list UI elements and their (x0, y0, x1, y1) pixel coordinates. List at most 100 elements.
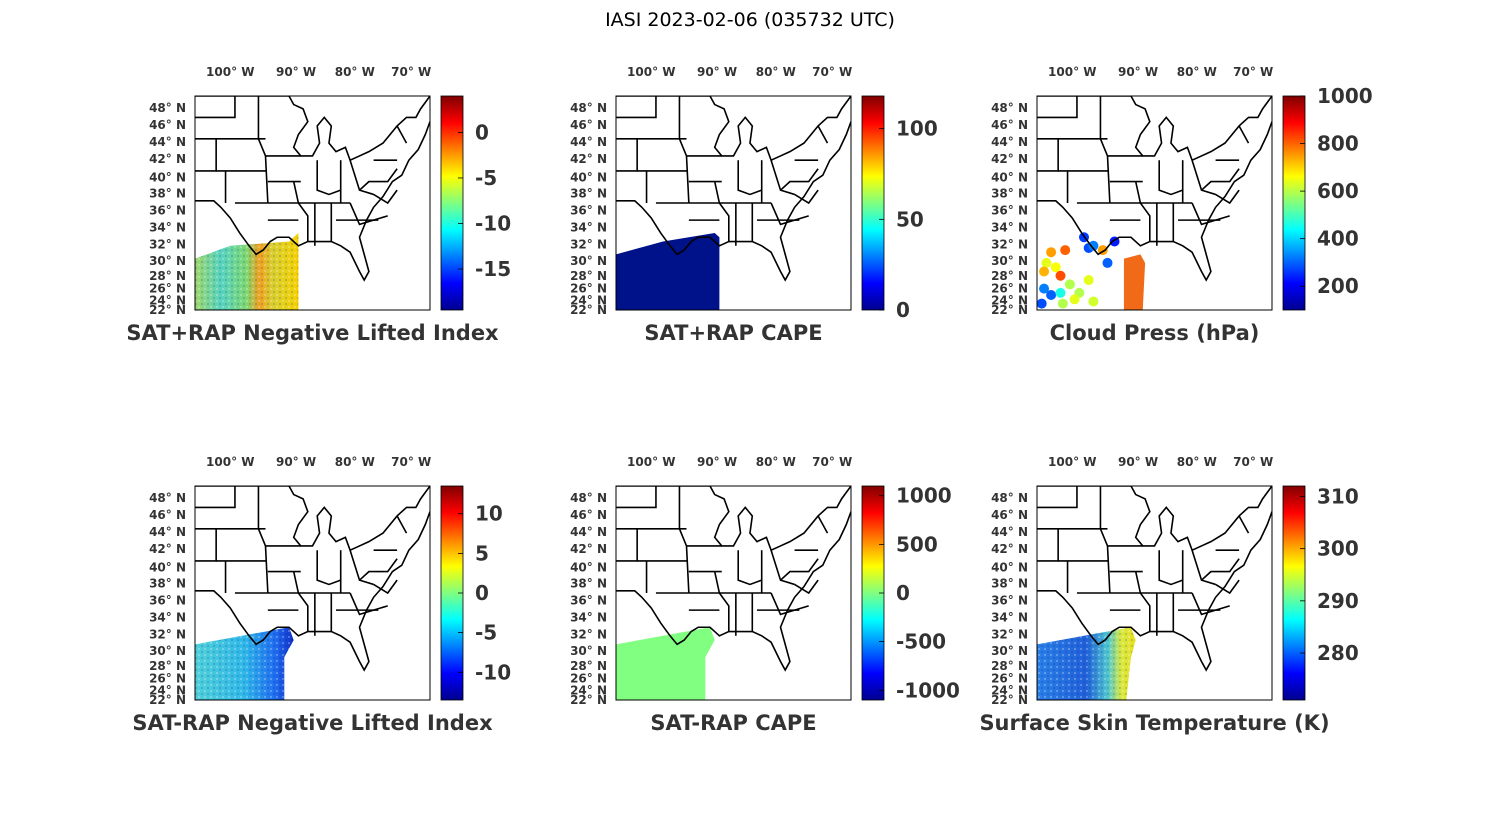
lat-tick-label: 44° N (570, 135, 607, 149)
state-boundary (195, 511, 430, 672)
data-layer (1037, 486, 1272, 700)
cloud-dot (1055, 270, 1066, 281)
state-boundary (616, 96, 657, 119)
lat-tick-label: 28° N (991, 659, 1028, 673)
lon-tick-label: 80° W (1177, 65, 1217, 79)
lat-tick-label: 22° N (991, 303, 1028, 317)
state-boundary (779, 168, 819, 191)
colorbar-tick-label: 50 (896, 207, 924, 231)
colorbar-tick-label: 300 (1317, 537, 1359, 561)
figure-title: IASI 2023-02-06 (035732 UTC) (605, 9, 895, 31)
panel-label: SAT-RAP CAPE (650, 711, 816, 735)
colorbar-tick-label: 600 (1317, 179, 1359, 203)
state-boundary (195, 96, 236, 119)
state-boundary (1037, 511, 1272, 672)
lon-tick-label: 70° W (812, 455, 852, 469)
colorbar-tick-label: 0 (475, 581, 489, 605)
state-boundary (358, 168, 398, 191)
lat-tick-label: 48° N (149, 101, 186, 115)
lat-tick-label: 46° N (991, 508, 1028, 522)
colorbar-tick-label: 800 (1317, 132, 1359, 156)
lat-tick-label: 48° N (149, 491, 186, 505)
lat-tick-label: 22° N (991, 693, 1028, 707)
state-boundary (779, 558, 819, 581)
cloud-dot (1088, 240, 1099, 251)
lat-tick-label: 38° N (991, 576, 1028, 590)
state-boundary (292, 181, 309, 242)
panel-skin-temp: 100° W 90° W 80° W 70° W 48° N 46° N 44° N 42° … (979, 455, 1358, 735)
colorbar (861, 95, 885, 311)
panel-sat-rap-cape: 100° W 90° W 80° W 70° W 48° N 46° N 44° N 42° … (570, 65, 938, 345)
lat-tick-label: 30° N (991, 644, 1028, 658)
lat-tick-label: 46° N (149, 508, 186, 522)
lon-tick-label: 70° W (812, 65, 852, 79)
state-boundary (358, 558, 398, 581)
lat-tick-label: 42° N (570, 542, 607, 556)
lat-tick-label: 48° N (991, 101, 1028, 115)
lat-tick-label: 36° N (991, 593, 1028, 607)
state-boundary (1099, 96, 1111, 204)
lat-tick-label: 40° N (991, 560, 1028, 574)
state-boundary (616, 486, 657, 509)
lat-tick-label: 44° N (991, 525, 1028, 539)
lat-tick-label: 38° N (570, 186, 607, 200)
cloud-dot (1083, 275, 1094, 286)
state-boundary (1037, 96, 1078, 119)
panel-label: SAT-RAP Negative Lifted Index (132, 711, 493, 735)
lat-tick-label: 40° N (570, 170, 607, 184)
lat-tick-label: 34° N (149, 611, 186, 625)
lat-tick-label: 32° N (570, 628, 607, 642)
colorbar-tick-label: 1000 (1317, 84, 1373, 108)
cloud-dot (1041, 257, 1052, 268)
lon-tick-label: 80° W (335, 455, 375, 469)
lat-tick-label: 40° N (149, 560, 186, 574)
colorbar-tick-label: 310 (1317, 484, 1359, 508)
cloud-dot (1060, 245, 1071, 256)
lat-tick-label: 46° N (570, 508, 607, 522)
state-boundary (737, 160, 762, 196)
lat-tick-label: 40° N (149, 170, 186, 184)
state-boundary (257, 96, 269, 204)
state-boundary (678, 96, 690, 204)
state-boundary (1200, 558, 1240, 581)
panel-label: Surface Skin Temperature (K) (979, 711, 1329, 735)
colorbar-tick-label: 5 (475, 541, 489, 565)
state-boundary (1191, 202, 1230, 226)
lon-tick-label: 70° W (1233, 455, 1273, 469)
panel-sat-minus-rap-neg-li: 100° W 90° W 80° W 70° W 48° N 46° N 44° N 42° … (132, 455, 511, 735)
colorbar-tick-label: 0 (475, 120, 489, 144)
lat-tick-label: 44° N (149, 525, 186, 539)
lon-tick-label: 70° W (1233, 65, 1273, 79)
lat-tick-label: 38° N (991, 186, 1028, 200)
lon-tick-label: 90° W (276, 455, 316, 469)
lon-tick-label: 100° W (206, 455, 254, 469)
panel-label: Cloud Press (hPa) (1050, 321, 1260, 345)
lat-tick-label: 32° N (149, 628, 186, 642)
lon-tick-label: 100° W (1048, 65, 1096, 79)
lon-tick-label: 90° W (697, 65, 737, 79)
panel-label: SAT+RAP Negative Lifted Index (126, 321, 499, 345)
lat-tick-label: 36° N (570, 593, 607, 607)
lat-tick-label: 34° N (149, 221, 186, 235)
cloud-dot (1055, 287, 1066, 298)
colorbar-tick-label: -10 (475, 660, 511, 684)
lat-tick-label: 44° N (570, 525, 607, 539)
state-boundary (1158, 160, 1183, 196)
lat-tick-label: 26° N (570, 672, 607, 686)
swath-fill (616, 627, 715, 700)
lat-tick-label: 30° N (570, 254, 607, 268)
lat-tick-label: 42° N (149, 152, 186, 166)
lat-tick-label: 48° N (991, 491, 1028, 505)
lat-tick-label: 34° N (991, 611, 1028, 625)
state-boundary (794, 579, 819, 595)
lat-tick-label: 44° N (991, 135, 1028, 149)
state-boundary (794, 189, 819, 205)
lat-tick-label: 26° N (149, 282, 186, 296)
lat-tick-label: 26° N (149, 672, 186, 686)
lat-tick-label: 32° N (991, 628, 1028, 642)
state-boundary (1238, 125, 1250, 144)
lat-tick-label: 34° N (570, 611, 607, 625)
lat-tick-label: 36° N (570, 203, 607, 217)
colorbar-tick-label: 1000 (896, 484, 952, 508)
